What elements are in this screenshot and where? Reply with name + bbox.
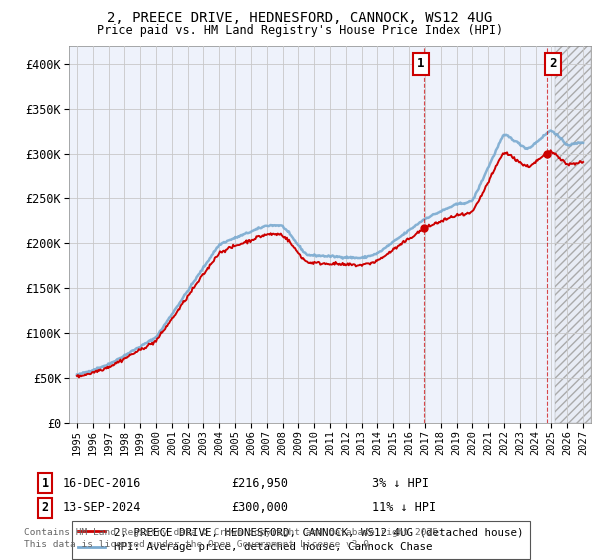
Text: 2, PREECE DRIVE, HEDNESFORD, CANNOCK, WS12 4UG: 2, PREECE DRIVE, HEDNESFORD, CANNOCK, WS… [107, 11, 493, 25]
Text: Contains HM Land Registry data © Crown copyright and database right 2025.
This d: Contains HM Land Registry data © Crown c… [24, 528, 444, 549]
Text: Price paid vs. HM Land Registry's House Price Index (HPI): Price paid vs. HM Land Registry's House … [97, 24, 503, 36]
Text: 3% ↓ HPI: 3% ↓ HPI [372, 477, 429, 490]
Bar [556, 46, 591, 423]
Text: 1: 1 [41, 477, 49, 490]
Text: 2: 2 [41, 501, 49, 515]
Text: 1: 1 [418, 57, 425, 71]
Legend: 2, PREECE DRIVE, HEDNESFORD, CANNOCK, WS12 4UG (detached house), HPI: Average pr: 2, PREECE DRIVE, HEDNESFORD, CANNOCK, WS… [72, 521, 530, 559]
Text: 11% ↓ HPI: 11% ↓ HPI [372, 501, 436, 515]
Text: 13-SEP-2024: 13-SEP-2024 [63, 501, 142, 515]
Text: £300,000: £300,000 [231, 501, 288, 515]
Text: £216,950: £216,950 [231, 477, 288, 490]
Text: 2: 2 [550, 57, 557, 71]
Text: 16-DEC-2016: 16-DEC-2016 [63, 477, 142, 490]
